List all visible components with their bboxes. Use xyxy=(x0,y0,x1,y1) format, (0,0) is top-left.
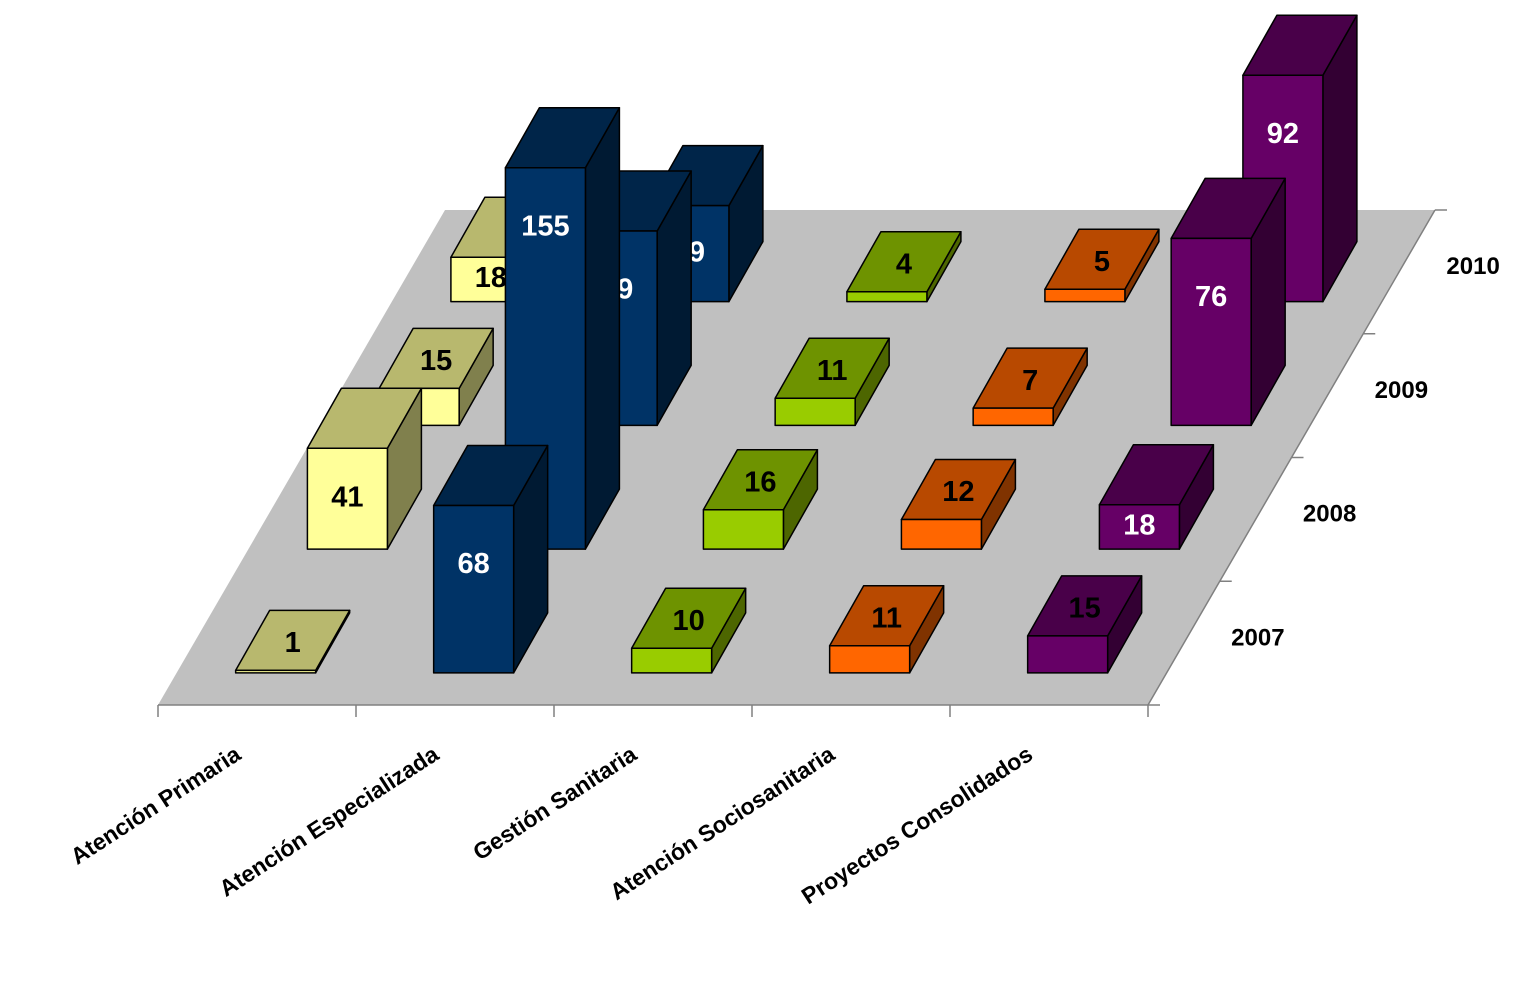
category-label: Atención Primaria xyxy=(66,740,245,869)
value-label: 1 xyxy=(285,627,301,659)
bar-front xyxy=(702,508,785,550)
series-label: 2010 xyxy=(1446,253,1499,280)
bar-front xyxy=(900,518,983,550)
value-label: 15 xyxy=(420,345,452,377)
value-label: 18 xyxy=(1123,510,1155,542)
bar-front xyxy=(828,645,911,674)
bar-front xyxy=(972,407,1054,427)
value-label: 12 xyxy=(942,476,974,508)
bar-front xyxy=(1170,237,1252,427)
category-label: Atención Sociosanitaria xyxy=(605,740,839,905)
value-label: 41 xyxy=(331,481,363,513)
series-label: 2008 xyxy=(1303,501,1356,528)
value-label: 7 xyxy=(1022,365,1038,397)
bar-front xyxy=(1044,288,1126,303)
bar-front xyxy=(774,397,856,427)
value-label: 76 xyxy=(1195,281,1227,313)
category-label: Gestión Sanitaria xyxy=(468,740,641,865)
value-label: 18 xyxy=(475,262,507,294)
value-label: 10 xyxy=(673,605,705,637)
value-label: 11 xyxy=(871,602,902,634)
value-label: 92 xyxy=(1267,118,1299,150)
bar-front xyxy=(630,647,713,674)
value-label: 11 xyxy=(817,355,848,387)
value-label: 15 xyxy=(1069,593,1101,625)
bar-front xyxy=(846,290,928,303)
bar-front xyxy=(1098,504,1181,550)
series-label: 2007 xyxy=(1231,624,1284,651)
value-label: 5 xyxy=(1094,246,1110,278)
bar-front xyxy=(234,669,317,674)
bar-front xyxy=(432,504,515,674)
bar-side xyxy=(584,107,621,550)
value-label: 4 xyxy=(896,248,912,280)
bar-front xyxy=(306,447,389,550)
series-label: 2009 xyxy=(1375,377,1428,404)
value-label: 155 xyxy=(521,210,569,242)
category-label: Atención Especializada xyxy=(214,740,443,901)
value-label: 68 xyxy=(458,548,490,580)
value-label: 16 xyxy=(744,466,776,498)
bar-front xyxy=(1026,635,1109,674)
